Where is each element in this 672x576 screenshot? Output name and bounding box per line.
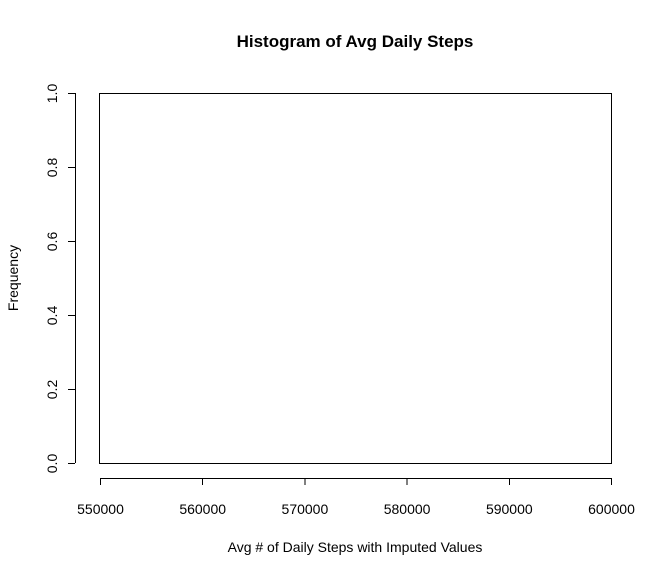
x-tick-label: 600000 — [588, 501, 635, 517]
y-tick-label: 0.8 — [44, 158, 60, 178]
y-axis: 0.0 0.2 0.4 0.6 0.8 1.0 — [44, 84, 76, 474]
y-axis-label: Frequency — [5, 245, 21, 311]
x-tick-label: 570000 — [282, 501, 329, 517]
chart-title: Histogram of Avg Daily Steps — [237, 32, 474, 51]
x-tick-label: 560000 — [179, 501, 226, 517]
x-tick-label: 580000 — [384, 501, 431, 517]
plot-frame — [99, 93, 612, 464]
y-tick-label: 0.6 — [44, 232, 60, 252]
x-tick-label: 590000 — [486, 501, 533, 517]
x-axis-label: Avg # of Daily Steps with Imputed Values — [228, 539, 483, 555]
y-tick-label: 0.2 — [44, 380, 60, 400]
y-tick-label: 0.0 — [44, 454, 60, 474]
x-axis: 550000 560000 570000 580000 590000 600000 — [77, 478, 635, 517]
x-tick-label: 550000 — [77, 501, 124, 517]
y-tick-label: 0.4 — [44, 306, 60, 326]
y-tick-label: 1.0 — [44, 84, 60, 104]
